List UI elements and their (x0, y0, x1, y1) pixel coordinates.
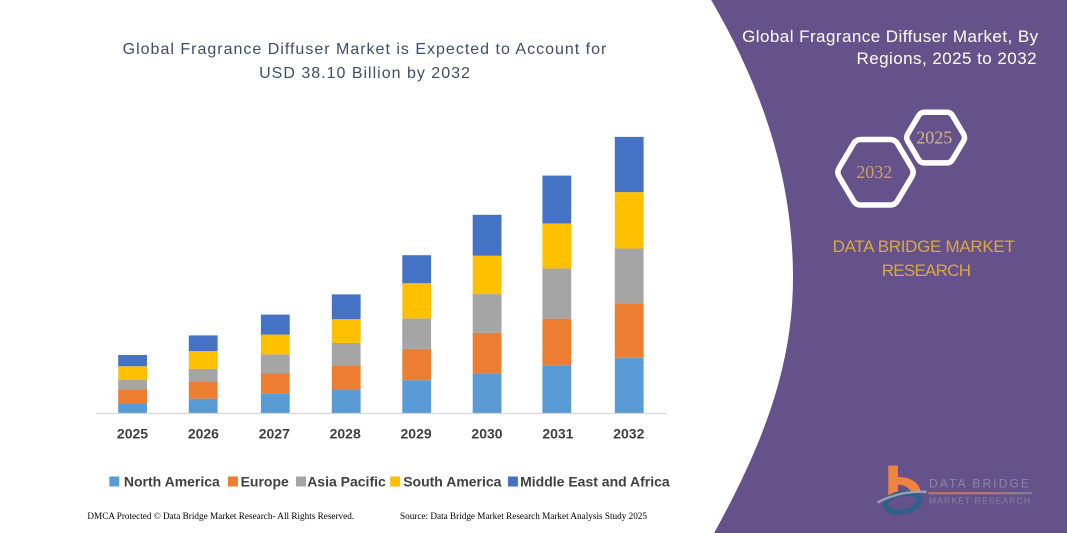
svg-text:2025: 2025 (916, 127, 952, 147)
svg-text:2029: 2029 (401, 426, 432, 442)
svg-text:2031: 2031 (542, 426, 573, 442)
svg-text:South America: South America (403, 474, 501, 490)
svg-text:2030: 2030 (471, 426, 502, 442)
svg-text:DATA BRIDGE: DATA BRIDGE (929, 477, 1031, 491)
svg-text:Europe: Europe (241, 474, 289, 490)
svg-text:Global Fragrance Diffuser Mark: Global Fragrance Diffuser Market is Expe… (123, 41, 608, 58)
svg-text:Source: Data Bridge Market Res: Source: Data Bridge Market Research Mark… (400, 511, 647, 521)
svg-text:RESEARCH: RESEARCH (882, 261, 970, 280)
svg-text:2026: 2026 (188, 426, 219, 442)
svg-text:2025: 2025 (117, 426, 148, 442)
svg-text:2028: 2028 (330, 426, 361, 442)
svg-text:MARKET RESEARCH: MARKET RESEARCH (929, 496, 1031, 506)
svg-text:2032: 2032 (856, 162, 892, 182)
svg-text:Asia Pacific: Asia Pacific (307, 474, 386, 490)
svg-text:Global Fragrance Diffuser Mark: Global Fragrance Diffuser Market, By (742, 27, 1039, 46)
svg-text:2032: 2032 (613, 426, 644, 442)
svg-text:DATA BRIDGE MARKET: DATA BRIDGE MARKET (833, 237, 1015, 256)
svg-text:DMCA Protected © Data Bridge M: DMCA Protected © Data Bridge Market Rese… (87, 511, 354, 521)
svg-text:Regions, 2025 to 2032: Regions, 2025 to 2032 (856, 49, 1037, 68)
svg-text:Middle East and Africa: Middle East and Africa (520, 474, 670, 490)
svg-text:2027: 2027 (259, 426, 290, 442)
svg-text:USD 38.10 Billion by 2032: USD 38.10 Billion by 2032 (259, 65, 471, 82)
svg-text:North America: North America (124, 474, 220, 490)
